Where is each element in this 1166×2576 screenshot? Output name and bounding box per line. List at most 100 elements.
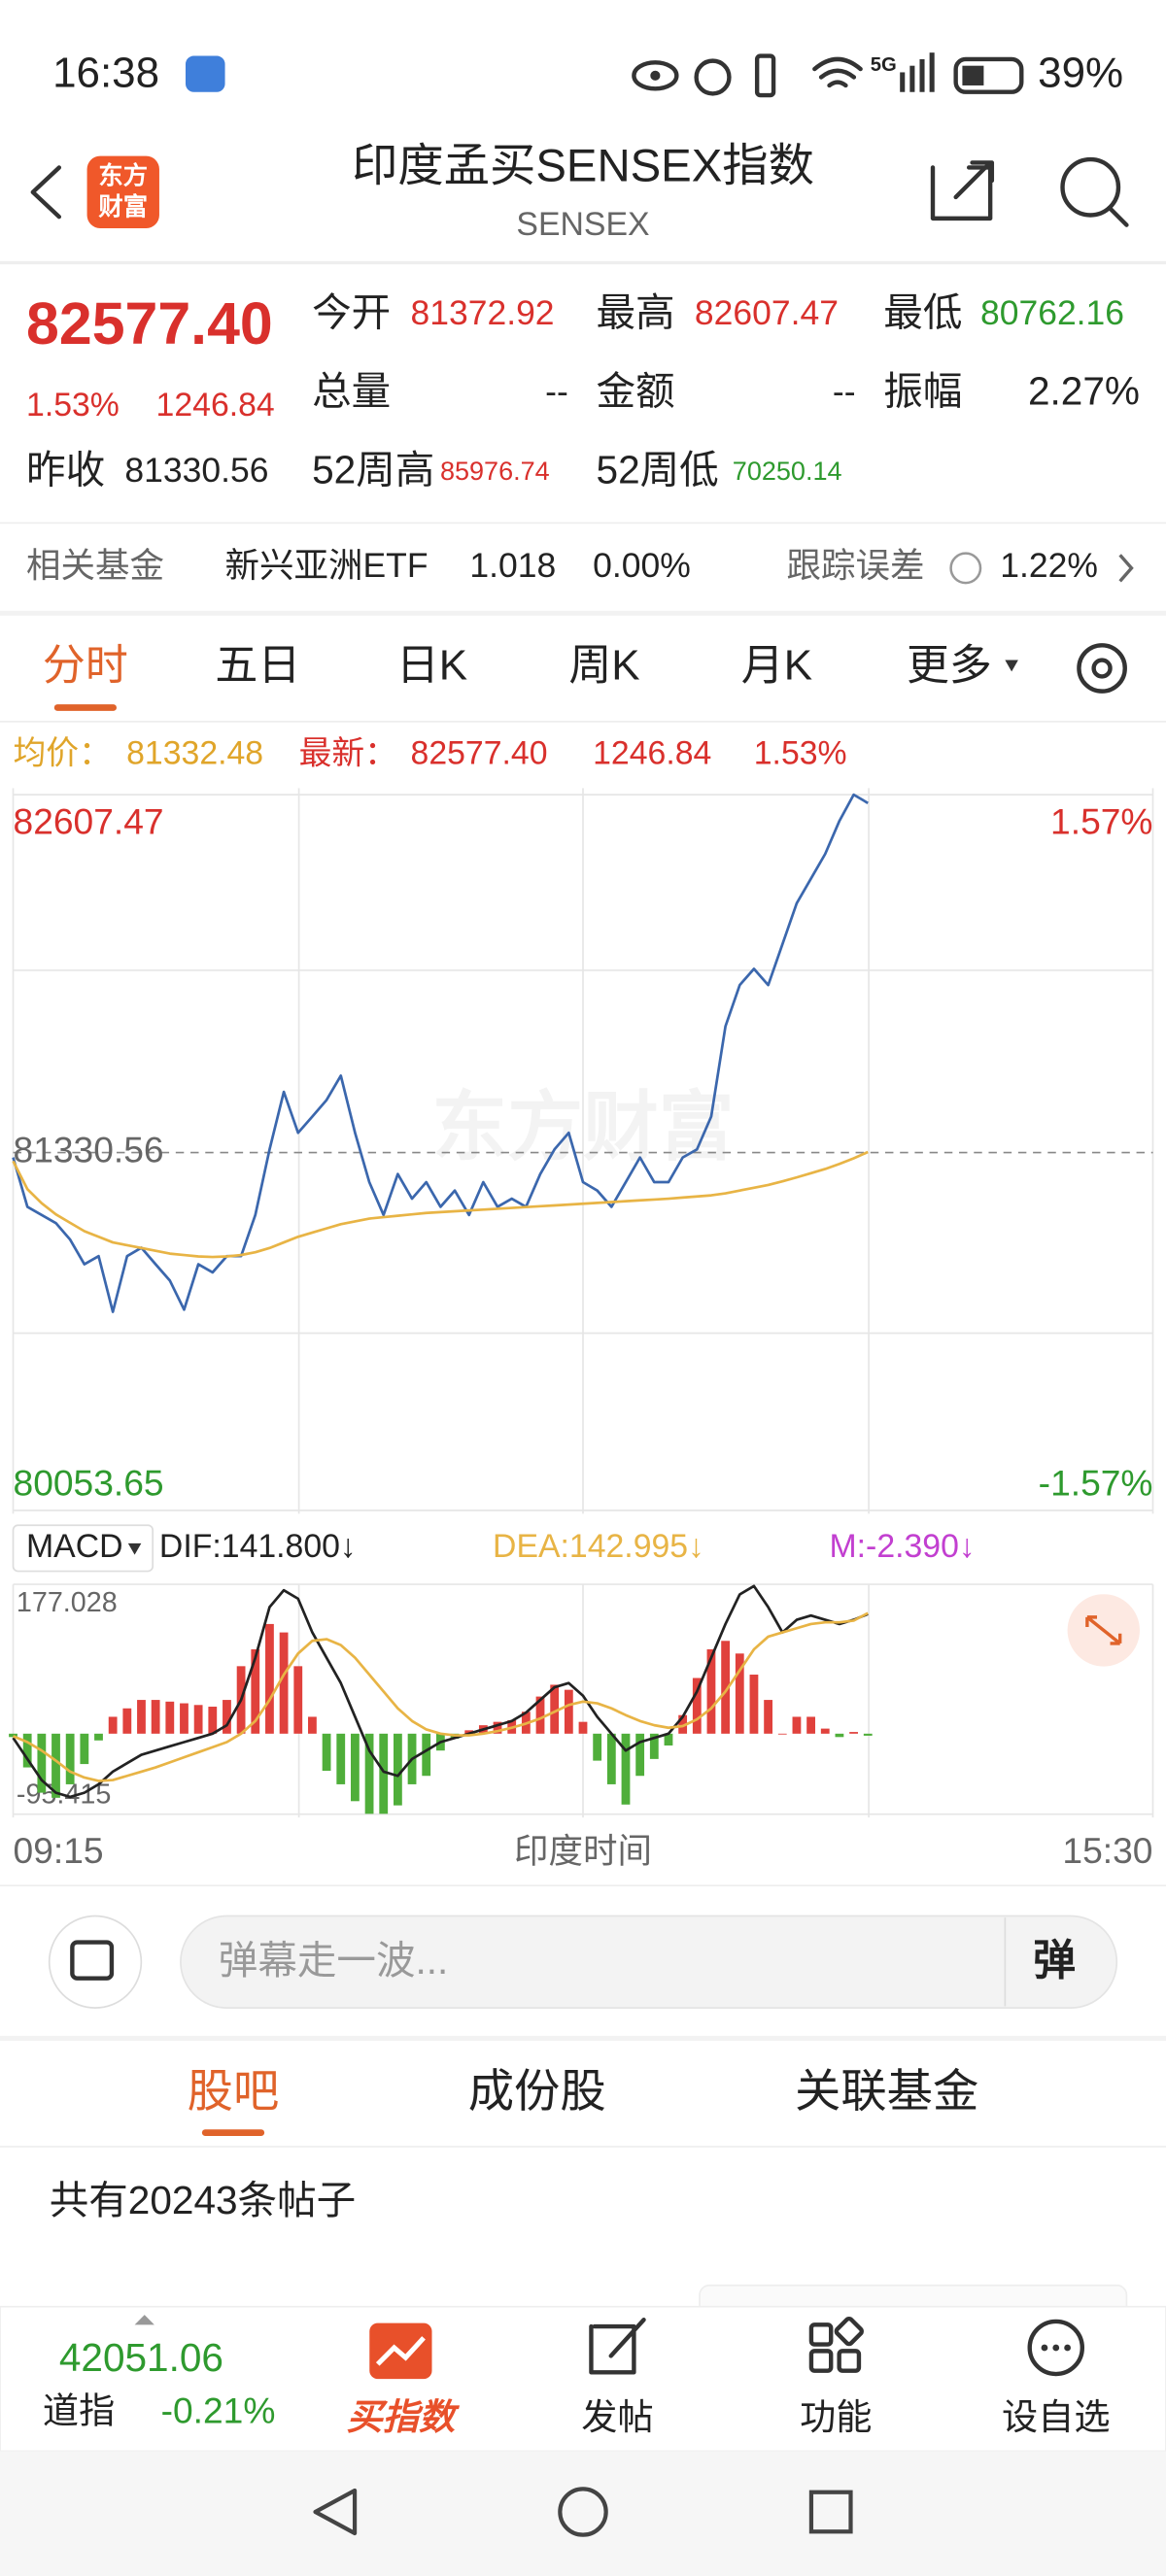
- y2-tick-label: 1.57%: [1050, 800, 1152, 841]
- logo-text: 东方: [98, 161, 148, 189]
- placeholder: 弹幕走一波...: [219, 1938, 449, 1983]
- nav-item[interactable]: 功能: [800, 2396, 872, 2437]
- nav-icon: [589, 2318, 646, 2375]
- app-icon: [185, 55, 225, 92]
- title: 印度孟买SENSEX指数: [352, 141, 814, 192]
- histogram-bar: [578, 1721, 588, 1734]
- histogram-bar: [80, 1733, 89, 1765]
- back-button[interactable]: [30, 165, 62, 220]
- system-back[interactable]: [313, 2488, 358, 2536]
- x-axis-label: 印度时间: [514, 1832, 652, 1871]
- tab[interactable]: 月K: [741, 642, 812, 690]
- field-label: 振幅: [883, 368, 962, 413]
- status-icons: [632, 52, 1024, 98]
- series-line: [12, 1584, 869, 1799]
- histogram-bar: [308, 1716, 317, 1734]
- post-count: 共有20243条帖子: [50, 2178, 356, 2222]
- nav-icon-line: [375, 2336, 426, 2366]
- battery: 39%: [1038, 49, 1123, 96]
- tab[interactable]: 关联基金: [795, 2066, 978, 2118]
- y-tick-label: 82607.47: [14, 800, 164, 841]
- nav-item[interactable]: 设自选: [1002, 2396, 1111, 2437]
- field-value: 70250.14: [733, 457, 842, 486]
- tab[interactable]: 成份股: [468, 2066, 606, 2118]
- tab[interactable]: 股吧: [188, 2066, 280, 2118]
- histogram-bar: [180, 1703, 189, 1734]
- settings-button[interactable]: [1077, 643, 1127, 694]
- share-button[interactable]: [930, 160, 995, 221]
- tab[interactable]: 五日: [215, 642, 300, 690]
- tab-indicator: [53, 704, 118, 711]
- fund-price: 1.018: [469, 546, 556, 585]
- system-recent[interactable]: [808, 2490, 853, 2534]
- latest-label: 最新：: [299, 734, 397, 771]
- histogram-bar: [692, 1678, 702, 1734]
- field-label: 今开: [312, 289, 391, 334]
- histogram-bar: [863, 1733, 873, 1736]
- divider: [0, 2146, 1166, 2148]
- indicator-select[interactable]: [12, 1524, 154, 1573]
- histogram-bar: [193, 1705, 203, 1734]
- histogram-bar: [735, 1653, 744, 1734]
- subtitle: SENSEX: [516, 206, 649, 243]
- histogram-bar: [279, 1632, 289, 1734]
- nav-item[interactable]: 买指数: [347, 2396, 460, 2437]
- histogram-bar: [764, 1700, 773, 1734]
- field-value: 85976.74: [440, 457, 550, 486]
- series-line: [13, 1611, 869, 1782]
- histogram-bar: [165, 1701, 175, 1734]
- system-nav: [0, 2451, 1166, 2576]
- expand-icon: [1085, 1615, 1122, 1645]
- histogram-bar: [351, 1733, 360, 1802]
- change-pct: 1.53%: [26, 387, 120, 424]
- histogram-bar: [792, 1716, 802, 1734]
- histogram-bar: [664, 1733, 673, 1746]
- logo[interactable]: [86, 155, 159, 229]
- histogram-bar: [94, 1733, 103, 1741]
- bottom-nav: [0, 2305, 1166, 2453]
- fund-label: 相关基金: [26, 546, 164, 585]
- network: 5G: [871, 54, 897, 76]
- histogram-bar: [108, 1716, 118, 1734]
- dropdown-icon: [1005, 660, 1018, 672]
- x-tick-label: 15:30: [1062, 1830, 1152, 1871]
- tab[interactable]: 分时: [43, 642, 128, 690]
- comment-input[interactable]: [180, 1915, 1118, 2009]
- tab[interactable]: 周K: [568, 642, 639, 690]
- index-ticker[interactable]: 42051.06 道指 -0.21%: [43, 2335, 275, 2430]
- field-label: 52周高: [312, 448, 434, 492]
- latest-change: 1246.84: [593, 734, 711, 771]
- histogram-bar: [322, 1733, 331, 1772]
- nav-icon: [1027, 2319, 1084, 2377]
- field-label: 总量: [312, 368, 391, 413]
- histogram-bar: [806, 1716, 815, 1734]
- histogram-bar: [251, 1648, 260, 1734]
- logo-text: 财富: [98, 192, 148, 220]
- comment-settings[interactable]: [48, 1915, 143, 2009]
- field-label: 昨收: [26, 448, 105, 492]
- dropdown-icon: [127, 1542, 142, 1555]
- legend-entry: DEA:142.995↓: [493, 1528, 704, 1565]
- fund-row[interactable]: 相关基金 新兴亚洲ETF 1.018 0.00% 跟踪误差 1.22%: [26, 546, 1134, 585]
- tab[interactable]: 日K: [396, 642, 467, 690]
- histogram-bar: [835, 1733, 844, 1738]
- histogram-bar: [621, 1733, 631, 1805]
- field-value: 81330.56: [124, 451, 268, 490]
- histogram-bar: [364, 1733, 374, 1814]
- search-button[interactable]: [1060, 156, 1129, 227]
- system-home[interactable]: [558, 2487, 608, 2537]
- histogram-bar: [606, 1733, 616, 1784]
- fund-name: 新兴亚洲ETF: [225, 546, 429, 585]
- fund-change: 0.00%: [593, 546, 691, 585]
- nav-item[interactable]: 发帖: [581, 2396, 653, 2437]
- divider: [0, 1884, 1166, 1887]
- histogram-bar: [137, 1700, 146, 1734]
- danmaku-button[interactable]: 弹: [1033, 1937, 1076, 1984]
- y2-tick-label: -1.57%: [1039, 1462, 1153, 1503]
- help-icon[interactable]: [949, 552, 982, 585]
- histogram-bar: [564, 1689, 573, 1734]
- field-value: 82607.47: [695, 293, 839, 332]
- tab[interactable]: 更多: [907, 642, 992, 690]
- histogram-bar: [151, 1700, 160, 1734]
